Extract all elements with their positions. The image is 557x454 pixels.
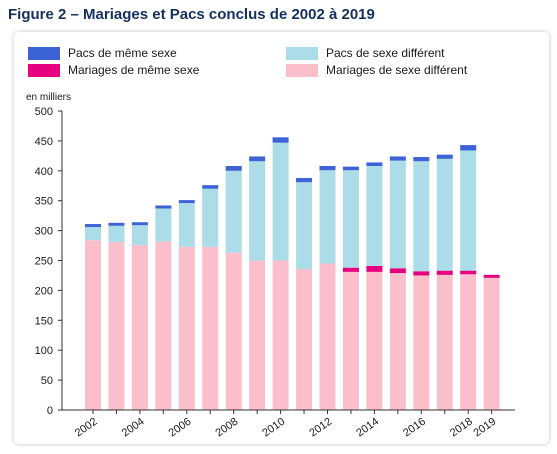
y-tick-label: 150 <box>35 315 53 327</box>
y-tick-label: 400 <box>35 166 53 178</box>
bar-segment <box>202 246 219 410</box>
bar-segment <box>413 157 430 162</box>
bar-segment <box>389 268 406 274</box>
y-axis: 0 50 100 150 200 250 300 350 400 450 500 <box>35 106 63 417</box>
x-tick-label: 2014 <box>354 416 381 440</box>
bar-segment <box>413 271 430 276</box>
legend-swatch <box>28 46 60 60</box>
y-tick-label: 300 <box>35 226 53 238</box>
bar-segment <box>460 274 477 410</box>
bar-segment <box>389 156 406 161</box>
bar-segment <box>249 260 266 410</box>
x-tick-label: 2012 <box>307 416 334 440</box>
bar-segment <box>225 252 242 410</box>
bar-segment <box>413 161 430 272</box>
bar-segment <box>131 225 148 245</box>
x-tick-label: 2016 <box>401 416 428 440</box>
legend-item-pacs-meme-sexe: Pacs de même sexe <box>28 46 177 60</box>
legend-swatch <box>28 63 60 77</box>
bar-segment <box>460 270 477 275</box>
x-tick-label: 2002 <box>73 416 100 440</box>
legend-label: Pacs de sexe différent <box>326 46 445 60</box>
bar-segment <box>202 188 219 247</box>
legend-swatch <box>286 63 318 77</box>
bar-segment <box>366 166 383 266</box>
x-tick-label: 2008 <box>213 416 240 440</box>
bar-segment <box>342 271 359 410</box>
legend-label: Mariages de sexe différent <box>326 63 468 77</box>
bar-segment <box>202 185 219 189</box>
bar-segment <box>436 154 453 159</box>
bar-segment <box>85 224 101 228</box>
y-tick-label: 0 <box>47 405 53 417</box>
bar-segment <box>249 156 266 162</box>
bar-segment <box>249 161 266 261</box>
bar-segment <box>389 273 406 410</box>
bar-series <box>85 137 500 410</box>
y-tick-label: 50 <box>41 375 53 387</box>
bar-segment <box>342 166 359 171</box>
bar-segment <box>296 268 313 410</box>
bar-segment <box>366 162 383 167</box>
bar-segment <box>483 274 500 278</box>
bar-segment <box>178 200 195 204</box>
bar-segment <box>296 182 313 269</box>
bar-segment <box>366 271 383 410</box>
y-tick-label: 450 <box>35 136 53 148</box>
bar-segment <box>436 270 453 275</box>
bar-segment <box>319 263 336 410</box>
bar-segment <box>342 170 359 268</box>
x-tick-label: 2010 <box>260 416 287 440</box>
bar-segment <box>155 208 172 242</box>
figure-title: Figure 2 – Mariages et Pacs conclus de 2… <box>8 6 375 23</box>
legend-item-pacs-sexe-different: Pacs de sexe différent <box>286 46 445 60</box>
bar-segment <box>155 205 172 209</box>
bar-segment <box>319 170 336 264</box>
bar-segment <box>436 274 453 410</box>
bar-segment <box>319 166 336 171</box>
bar-segment <box>108 225 125 242</box>
bar-segment <box>272 137 289 143</box>
bar-segment <box>460 145 477 151</box>
y-tick-label: 250 <box>35 256 53 268</box>
x-tick-label: 2006 <box>167 416 194 440</box>
bar-segment <box>389 160 406 269</box>
legend-label: Pacs de même sexe <box>68 46 177 60</box>
bar-segment <box>272 260 289 410</box>
bar-segment <box>225 166 242 171</box>
bar-segment <box>178 246 195 410</box>
y-tick-label: 350 <box>35 196 53 208</box>
bar-segment <box>131 244 148 410</box>
bar-segment <box>108 222 125 226</box>
legend-item-mariages-sexe-different: Mariages de sexe différent <box>286 63 467 77</box>
y-axis-unit-label: en milliers <box>26 92 71 103</box>
bar-segment <box>342 267 359 272</box>
bar-segment <box>225 170 242 253</box>
bar-segment <box>85 240 101 410</box>
bar-segment <box>296 177 313 183</box>
bar-segment <box>155 241 172 410</box>
bar-segment <box>272 142 289 261</box>
legend-item-mariages-meme-sexe: Mariages de même sexe <box>28 63 199 77</box>
bar-segment <box>366 265 383 272</box>
y-tick-label: 100 <box>35 345 53 357</box>
bar-segment <box>413 275 430 410</box>
bar-segment <box>436 158 453 271</box>
x-tick-label: 2018 <box>448 416 475 440</box>
x-tick-label: 2019 <box>471 416 498 440</box>
bar-segment <box>460 150 477 271</box>
y-tick-label: 200 <box>35 285 53 297</box>
x-tick-label: 2004 <box>120 416 147 440</box>
bar-segment <box>483 277 500 410</box>
bar-segment <box>108 241 125 410</box>
bar-segment <box>85 227 101 241</box>
y-tick-label: 500 <box>35 106 53 118</box>
bar-segment <box>178 203 195 247</box>
bar-segment <box>131 222 148 226</box>
legend-label: Mariages de même sexe <box>68 63 200 77</box>
legend-swatch <box>286 46 318 60</box>
